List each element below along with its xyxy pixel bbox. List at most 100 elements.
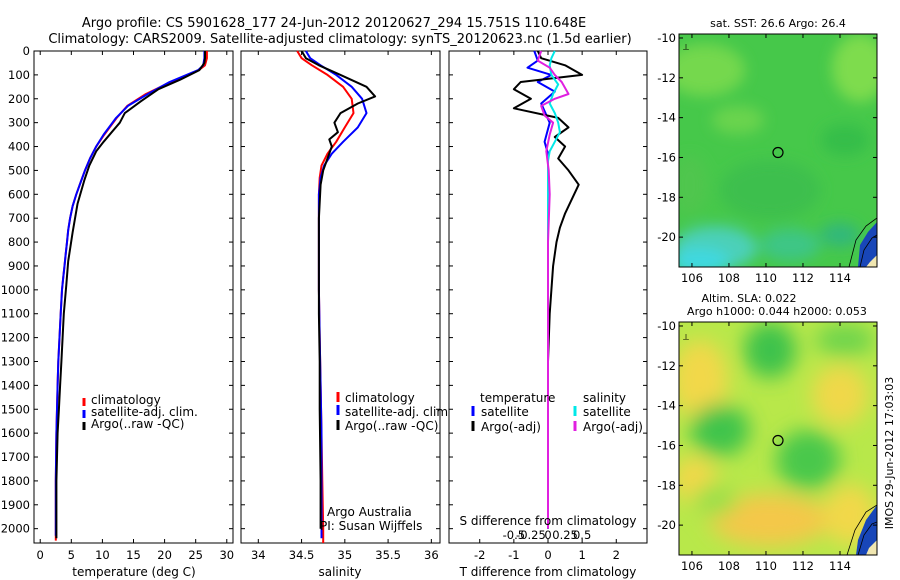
temperature-legend: climatology satellite-adj. clim. Argo(..… xyxy=(82,393,198,431)
x-tick-label: 20 xyxy=(157,548,172,562)
x-tick-label: 0 xyxy=(544,548,551,562)
series-line-temperature-argo-adj xyxy=(512,50,584,529)
series-line-argo-raw-qc xyxy=(300,50,377,529)
sst-map-argo-location-marker xyxy=(772,146,784,159)
x2-tick-label: 0.25 xyxy=(552,528,578,542)
difference-legend: temperature salinity satellite Argo(-adj… xyxy=(471,391,643,434)
sst-map-field: ⟂ xyxy=(679,34,877,267)
lat-tick-label: -18 xyxy=(657,190,676,204)
series-line-salinity-argo-adj xyxy=(536,50,570,529)
x-tick-label: 36 xyxy=(424,548,439,562)
lon-tick-label: 106 xyxy=(681,559,703,573)
sst-map-frame xyxy=(678,33,878,268)
lat-tick-label: -16 xyxy=(657,150,676,164)
sla-map-deep-blue-patch xyxy=(856,505,877,555)
lat-tick-label: -10 xyxy=(657,31,676,45)
sla-map-contour-2 xyxy=(857,521,877,555)
x2-tick-label: -0.25 xyxy=(516,528,546,542)
sla-map-field: ⟂ xyxy=(679,322,877,555)
temperature-profile-lines xyxy=(54,51,208,541)
x2-tick-label: 0 xyxy=(544,528,551,542)
x-tick-label: 25 xyxy=(188,548,203,562)
y-tick-label: 1500 xyxy=(1,402,30,416)
x-tick-label: 30 xyxy=(219,548,234,562)
lon-tick-label: 108 xyxy=(718,559,740,573)
title-line2: Climatology: CARS2009. Satellite-adjuste… xyxy=(48,32,631,47)
y-tick-label: 1400 xyxy=(1,378,30,392)
salinity-difference-label: S difference from climatology xyxy=(460,514,637,528)
legend-label-satellite: satellite-adj. clim. xyxy=(91,405,198,419)
y-tick-label: 1000 xyxy=(1,283,30,297)
lat-tick-label: -14 xyxy=(657,399,676,413)
lon-tick-label: 114 xyxy=(829,271,851,285)
series-line-argo-raw-qc xyxy=(55,51,206,539)
x-tick-label: -1 xyxy=(508,548,519,562)
salinity-difference-scale: -0.5-0.250 0.250.5 xyxy=(503,528,592,542)
y-tick-label: 900 xyxy=(8,259,30,273)
temperature-x-label: temperature (deg C) xyxy=(72,565,195,579)
lat-tick-label: -18 xyxy=(657,478,676,492)
lon-tick-label: 112 xyxy=(792,559,814,573)
y-tick-label: 100 xyxy=(8,68,30,82)
lat-tick-label: -14 xyxy=(657,111,676,125)
y-tick-label: 1800 xyxy=(1,474,30,488)
lon-tick-label: 114 xyxy=(829,559,851,573)
x-tick-label: 35 xyxy=(338,548,353,562)
sst-map-north-mark: ⟂ xyxy=(683,43,689,53)
y-tick-label: 1700 xyxy=(1,450,30,464)
legend-label-temp-satellite: satellite xyxy=(481,405,529,419)
sst-map-title: sat. SST: 26.6 Argo: 26.4 xyxy=(710,17,846,30)
sla-map-title: Altim. SLA: 0.022 xyxy=(701,292,796,305)
y-tick-label: 1200 xyxy=(1,331,30,345)
sla-map-latitude-axis: -10 -12 -14 -16 -18 -20 xyxy=(657,319,877,532)
sst-map-contour xyxy=(848,217,877,267)
sla-map-panel: Altim. SLA: 0.022 Argo h1000: 0.044 h200… xyxy=(657,292,878,573)
y-tick-label: 500 xyxy=(8,163,30,177)
temperature-axes-frame xyxy=(33,50,234,544)
x-tick-label: 34.5 xyxy=(289,548,315,562)
salinity-y-ticks xyxy=(241,50,440,530)
x-tick-label: 15 xyxy=(126,548,141,562)
x-tick-label: 2 xyxy=(613,548,620,562)
imos-timestamp-watermark: IMOS 29-Jun-2012 17:03:03 xyxy=(883,377,896,530)
lon-tick-label: 110 xyxy=(755,559,777,573)
legend-label-climatology: climatology xyxy=(345,391,415,405)
x-tick-label: 34 xyxy=(251,548,266,562)
salinity-legend: climatology satellite-adj. clim. Argo(..… xyxy=(336,391,452,433)
y-tick-label: 600 xyxy=(8,187,30,201)
legend-label-climatology: climatology xyxy=(91,393,161,407)
temperature-x-axis: 0 5 10 15 20 25 30 xyxy=(37,51,234,562)
series-line-satellite-adj-clim xyxy=(54,51,206,536)
lat-tick-label: -10 xyxy=(657,319,676,333)
salinity-profile-lines xyxy=(296,50,377,543)
difference-x-axis: -2 -1 0 1 2 xyxy=(474,51,620,562)
y-tick-label: 1600 xyxy=(1,426,30,440)
y-tick-label: 400 xyxy=(8,140,30,154)
y-tick-label: 1900 xyxy=(1,498,30,512)
sla-map-subtitle: Argo h1000: 0.044 h2000: 0.053 xyxy=(687,305,867,318)
lat-tick-label: -20 xyxy=(657,518,676,532)
sla-map-land xyxy=(866,540,877,555)
legend-label-argo: Argo(..raw -QC) xyxy=(91,417,184,431)
y-tick-label: 2000 xyxy=(1,522,30,536)
sla-map-argo-location-marker xyxy=(772,434,784,447)
x-tick-label: -2 xyxy=(474,548,485,562)
temperature-panel: 0100200300400500600700800900100011001200… xyxy=(1,44,234,579)
x2-tick-label: -0.5 xyxy=(503,528,525,542)
sla-map-contour xyxy=(846,504,877,555)
lat-tick-label: -12 xyxy=(657,359,676,373)
salinity-panel: 34 34.5 35 35.5 36 salinity climatology sate… xyxy=(240,50,452,579)
lat-tick-label: -16 xyxy=(657,438,676,452)
y-tick-label: 800 xyxy=(8,235,30,249)
credit-pi: PI: Susan Wijffels xyxy=(320,519,422,533)
salinity-x-axis: 34 34.5 35 35.5 36 xyxy=(251,51,439,562)
x-tick-label: 1 xyxy=(578,548,585,562)
credit-argo-australia: Argo Australia xyxy=(327,505,412,519)
lat-tick-label: -12 xyxy=(657,71,676,85)
x2-tick-label: 0.5 xyxy=(573,528,591,542)
legend-label-argo: Argo(..raw -QC) xyxy=(345,419,438,433)
x-tick-label: 5 xyxy=(68,548,75,562)
depth-axis: 0 100 200 300 400 500 600 700 800 900 1000 1100 1200… xyxy=(1,44,233,536)
sla-map-north-mark: ⟂ xyxy=(683,333,689,343)
y-tick-label: 1100 xyxy=(1,307,30,321)
